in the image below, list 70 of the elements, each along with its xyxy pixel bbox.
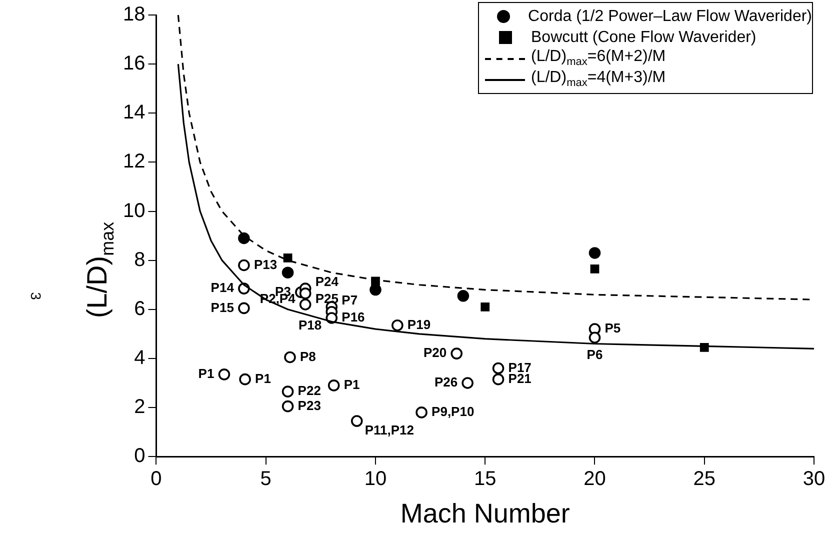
point — [282, 400, 294, 412]
point — [480, 302, 490, 312]
text: 3 — [28, 292, 44, 300]
annotation: P8 — [300, 348, 316, 364]
point — [700, 342, 709, 352]
annotation: P24 — [315, 274, 340, 290]
point — [492, 362, 504, 374]
legend-label: (L/D)$_{max}$=6(M+2)/M — [531, 48, 666, 69]
y-tick-label: 18 — [122, 4, 146, 26]
annotation: P23 — [298, 398, 321, 413]
annotation: P20 — [423, 345, 447, 360]
annotation: P5 — [604, 320, 621, 336]
x-axis-title: Mach Number — [400, 498, 570, 528]
legend-label: Corda (1/2 Power–Law Flow Waverider) — [528, 8, 812, 26]
annotation: P11,P12 — [364, 422, 414, 438]
annotation: P1 — [344, 377, 360, 392]
point — [416, 406, 428, 418]
y-tick-label: 2 — [134, 396, 146, 418]
x-tick-label: 5 — [260, 468, 272, 490]
point — [299, 288, 312, 300]
annotation: P1 — [255, 370, 271, 386]
point — [282, 386, 294, 398]
annotation: P15 — [210, 300, 234, 315]
annotation: P14 — [210, 280, 235, 296]
legend-label: (L/D)$_{max}$=4(M+3)/M — [531, 69, 666, 90]
y-tick-label: 10 — [122, 200, 146, 222]
point — [284, 351, 296, 364]
legend-label: Bowcutt (Cone Flow Waverider) — [531, 28, 756, 46]
x-tick-label: 25 — [693, 468, 716, 490]
point — [283, 253, 292, 262]
point — [350, 415, 363, 427]
annotation: P26 — [434, 374, 458, 390]
y-tick-label: 16 — [122, 52, 146, 75]
point — [238, 232, 250, 244]
point — [450, 348, 463, 360]
y-tick-label: 8 — [134, 248, 146, 271]
point — [457, 290, 470, 302]
point — [590, 264, 600, 274]
point — [588, 247, 601, 259]
annotation: P13 — [254, 256, 278, 272]
annotation: P1 — [198, 366, 214, 381]
point — [328, 380, 340, 392]
annotation: P22 — [298, 383, 321, 398]
annotation: P16 — [342, 309, 365, 324]
annotation: P7 — [342, 292, 358, 308]
y-tick-label: 4 — [134, 346, 146, 369]
point — [371, 276, 380, 286]
point — [299, 298, 312, 310]
point — [392, 319, 404, 332]
x-tick-label: 20 — [584, 468, 606, 490]
x-tick-label: 0 — [150, 468, 162, 490]
y-tick-label: 6 — [134, 298, 146, 320]
y-tick-label: 14 — [122, 102, 146, 124]
x-tick-label: 10 — [364, 468, 387, 490]
point — [282, 266, 294, 278]
y-tick-label: 12 — [122, 150, 146, 173]
y-tick-label: 0 — [134, 445, 146, 468]
annotation: P9,P10 — [432, 404, 474, 420]
point — [218, 368, 230, 380]
point — [492, 373, 504, 386]
point — [238, 259, 250, 272]
point — [239, 373, 251, 386]
annotation: P6 — [586, 347, 603, 362]
point — [462, 377, 474, 389]
x-tick-label: 15 — [474, 468, 496, 490]
point — [588, 332, 601, 344]
annotation: P18 — [298, 318, 322, 333]
annotation: P19 — [407, 316, 431, 332]
point — [238, 302, 250, 314]
x-tick-label: 30 — [802, 468, 826, 490]
